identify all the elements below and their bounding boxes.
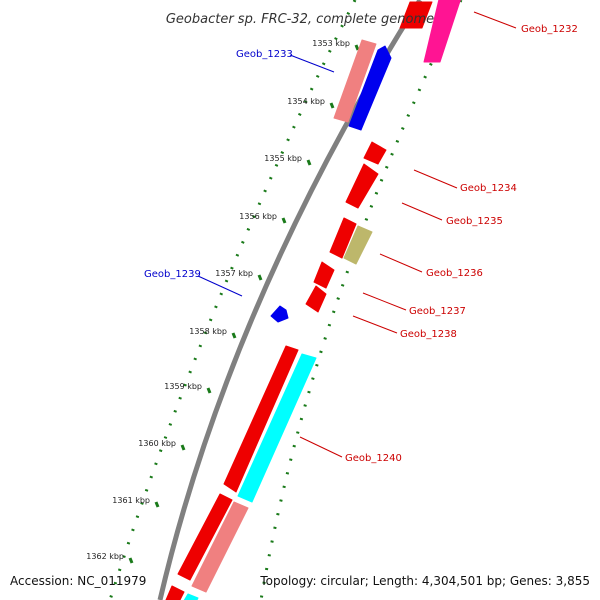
leader-line [401,202,443,221]
gene-label-geob-1238[interactable]: Geob_1238 [400,329,457,340]
tick-mark [329,102,335,109]
tick-mark [354,44,360,51]
feature-1233-pink[interactable] [333,39,377,123]
leader-line [379,253,423,273]
feature-bottom-pink[interactable] [191,501,249,593]
leader-line [473,11,517,29]
accession-text: Accession: NC_011979 [10,574,147,588]
feature-1238-red[interactable] [305,285,327,313]
feature-1236-khaki[interactable] [343,225,373,265]
tick-mark [231,332,237,339]
feature-top-magenta[interactable] [423,0,462,63]
tick-label: 1360 kbp [138,439,176,448]
gene-label-geob-1239[interactable]: Geob_1239 [144,269,201,280]
feature-bottom-red[interactable] [177,493,233,581]
feature-1239-blue[interactable] [270,305,289,323]
gene-label-geob-1235[interactable]: Geob_1235 [446,216,503,227]
gene-label-geob-1236[interactable]: Geob_1236 [426,268,483,279]
outer-guide-ring [259,0,463,600]
tick-mark [257,274,263,281]
tick-mark [306,159,312,166]
tick-label: 1358 kbp [189,327,227,336]
gene-features [165,0,462,600]
tick-label: 1354 kbp [287,97,325,106]
tick-label: 1353 kbp [312,39,350,48]
tick-label: 1357 kbp [215,269,253,278]
genome-title: Geobacter sp. FRC-32, complete genome [166,12,434,27]
feature-top-red[interactable] [399,1,433,29]
tick-label: 1361 kbp [112,496,150,505]
tick-label: 1359 kbp [164,382,202,391]
tick-mark [281,217,287,224]
tick-mark [180,444,186,451]
feature-edge-cyan[interactable] [182,593,199,600]
gene-label-geob-1233[interactable]: Geob_1233 [236,49,293,60]
feature-1236-red[interactable] [329,217,357,259]
gene-labels: Geob_1232 Geob_1233 Geob_1234 Geob_1235 Geob… [144,24,578,464]
leader-line [289,54,335,73]
feature-1233-blue[interactable] [348,45,392,131]
tick-label: 1362 kbp [86,552,124,561]
feature-1234-red[interactable] [363,141,387,165]
gene-label-geob-1240[interactable]: Geob_1240 [345,453,402,464]
leader-line [362,292,407,311]
leader-line [197,275,243,297]
tick-mark [206,387,212,394]
feature-edge-red[interactable] [165,585,185,600]
gene-label-geob-1237[interactable]: Geob_1237 [409,306,466,317]
topology-text: Topology: circular; Length: 4,304,501 bp… [260,574,590,588]
gene-label-geob-1234[interactable]: Geob_1234 [460,183,517,194]
feature-1240-cyan[interactable] [237,353,317,503]
leader-line [299,436,343,458]
leader-line [352,315,398,334]
tick-mark [128,557,134,564]
tick-label: 1355 kbp [264,154,302,163]
scale-ticks: 1353 kbp 1354 kbp 1355 kbp 1356 kbp 1357 kbp… [86,39,360,564]
feature-1240-red[interactable] [223,345,299,493]
feature-1237-red[interactable] [313,261,335,289]
feature-1235-red[interactable] [345,163,379,209]
tick-mark [154,501,160,508]
leader-line [413,169,458,189]
label-leader-lines [197,11,517,458]
gene-label-geob-1232[interactable]: Geob_1232 [521,24,578,35]
tick-label: 1356 kbp [239,212,277,221]
